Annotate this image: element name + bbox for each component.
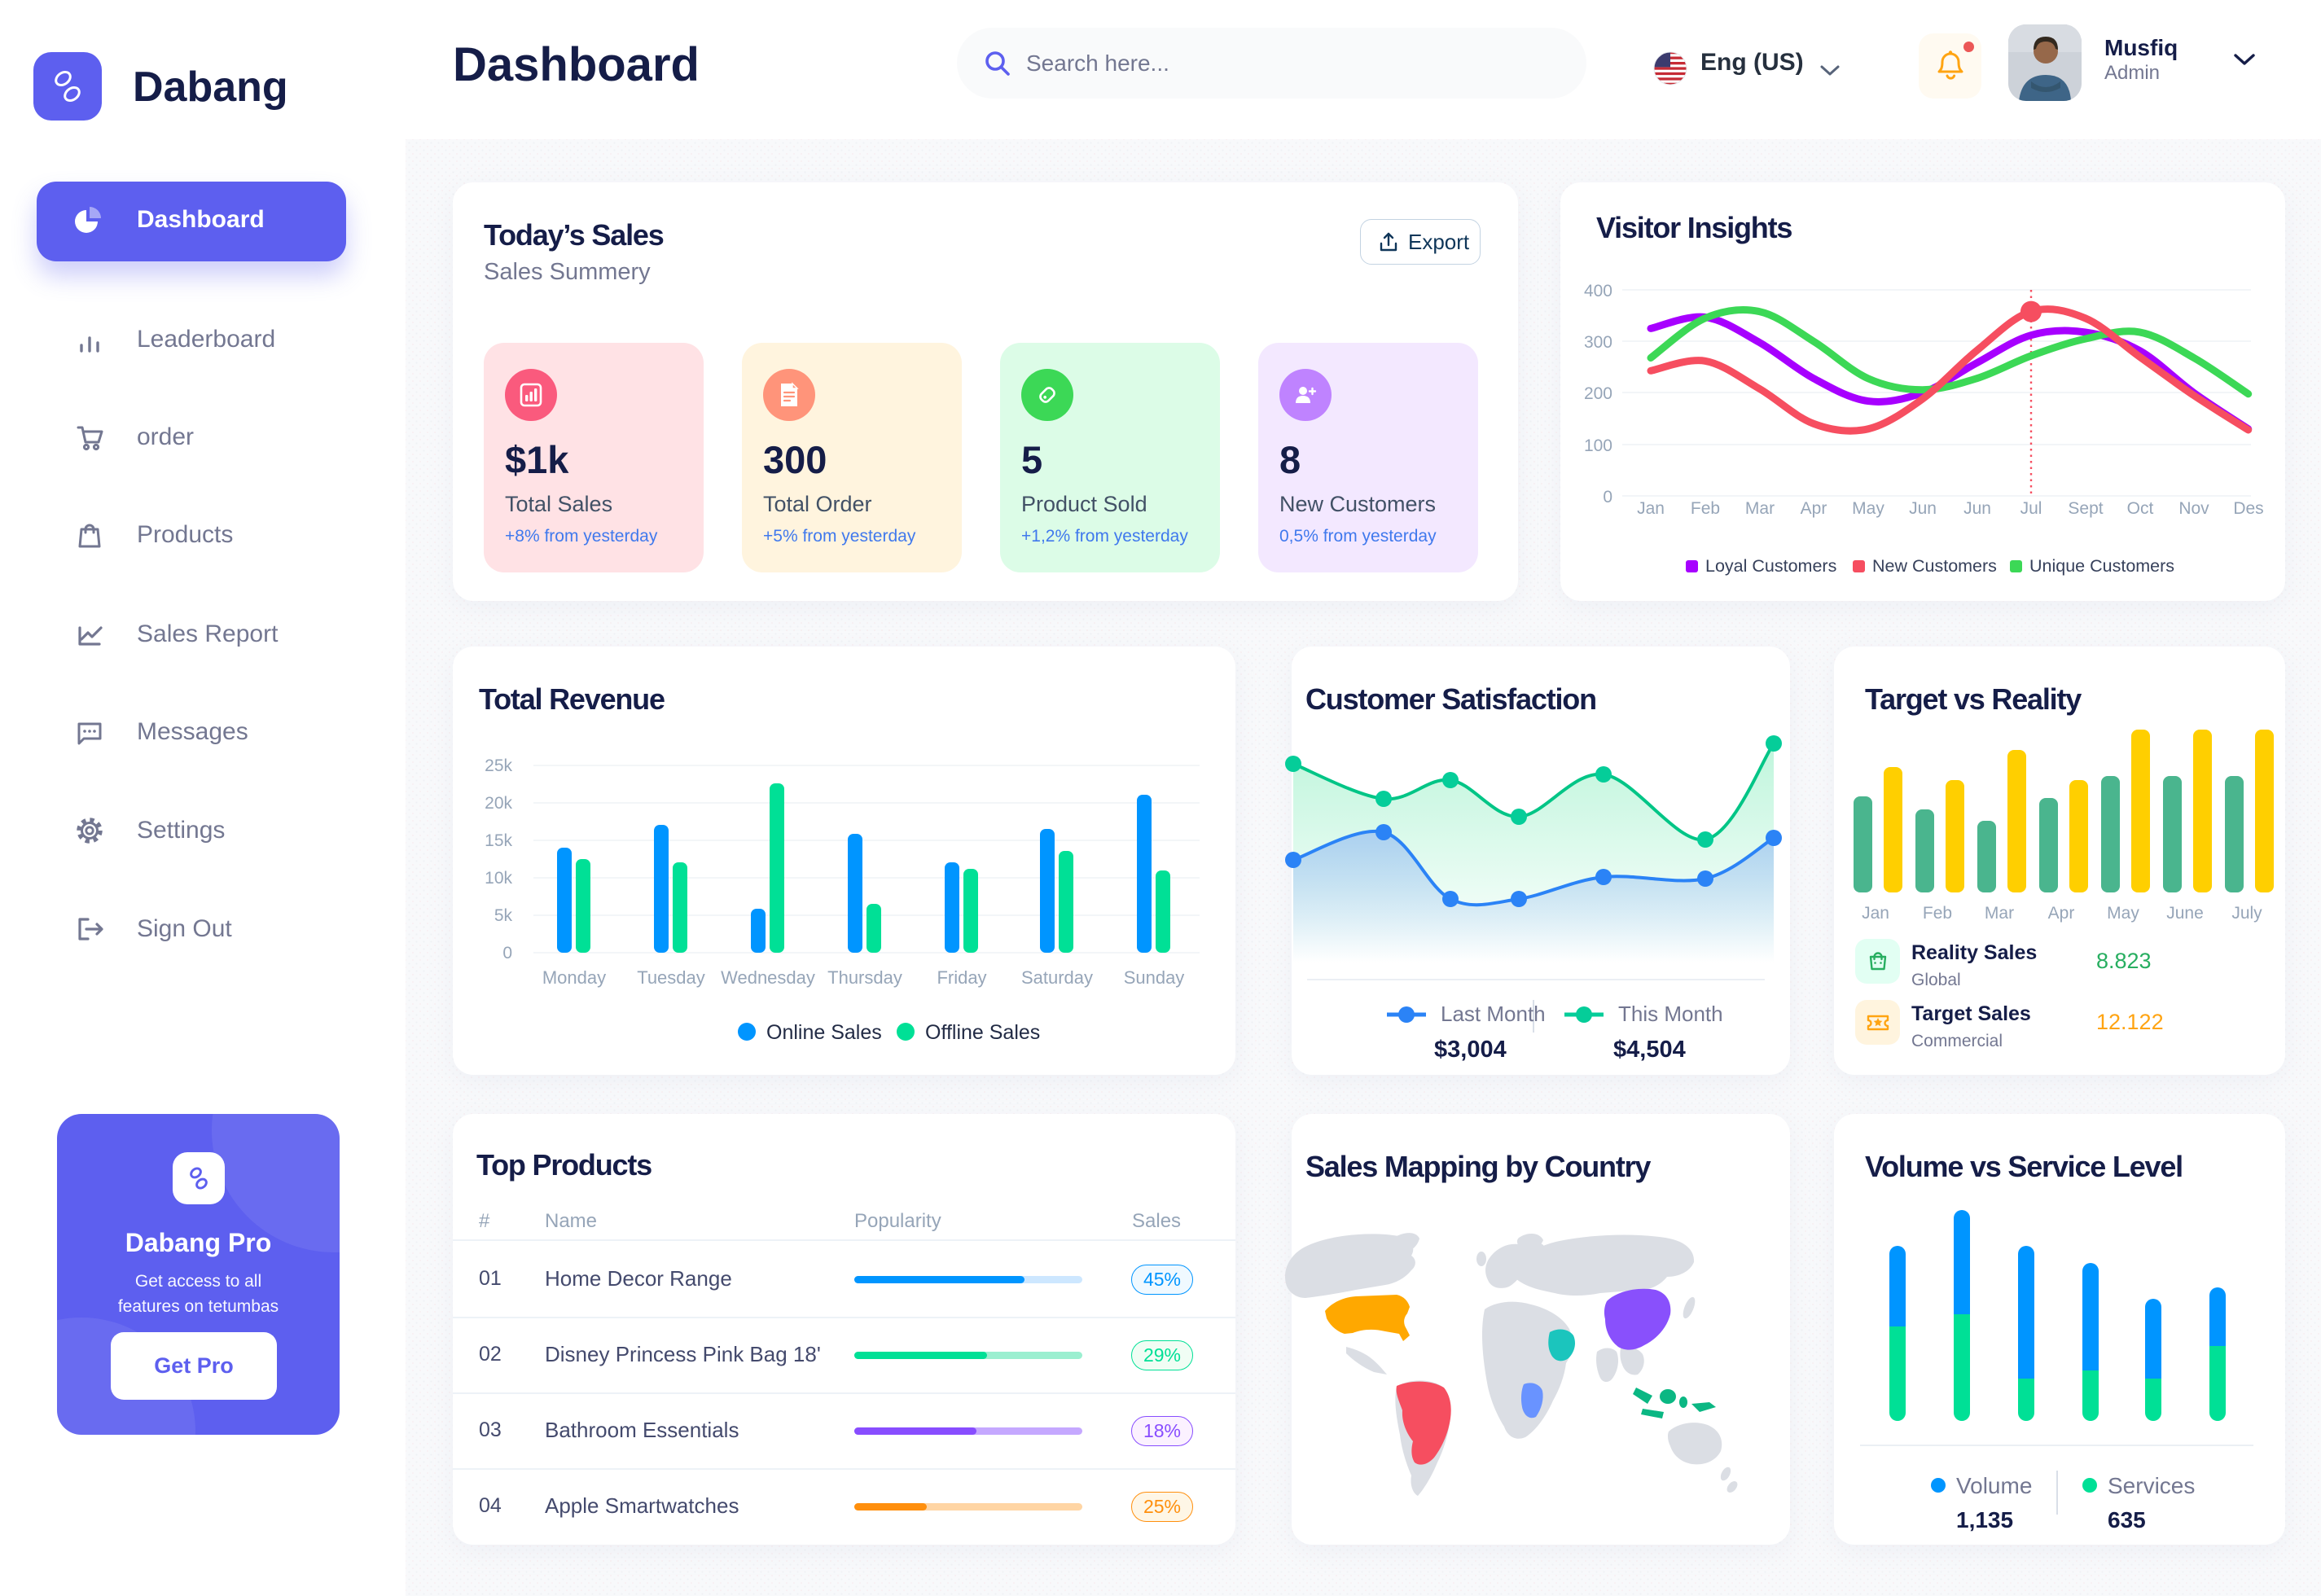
svg-text:10k: 10k [485,869,512,888]
svg-text:Feb: Feb [1923,904,1952,923]
svg-text:Volume: Volume [1956,1473,2032,1498]
svg-text:Jun: Jun [1909,499,1937,518]
svg-text:Last Month: Last Month [1441,1002,1546,1026]
svg-text:New Customers: New Customers [1872,556,1997,576]
svg-text:$3,004: $3,004 [1434,1037,1507,1063]
svg-text:Saturday: Saturday [1021,967,1093,988]
svg-text:Thursday: Thursday [827,967,902,988]
svg-text:Mar: Mar [1985,904,2014,923]
svg-text:400: 400 [1584,282,1612,300]
svg-text:Jan: Jan [1637,499,1665,518]
svg-text:200: 200 [1584,384,1612,403]
svg-text:Nov: Nov [2178,499,2209,518]
svg-text:Services: Services [2108,1473,2195,1498]
svg-text:May: May [1852,499,1884,518]
svg-text:25k: 25k [485,756,512,775]
svg-text:635: 635 [2108,1507,2146,1532]
svg-text:$4,504: $4,504 [1613,1037,1686,1063]
svg-text:May: May [2107,904,2139,923]
svg-text:July: July [2231,904,2262,923]
svg-text:Sept: Sept [2068,499,2103,518]
svg-text:Jan: Jan [1862,904,1889,923]
svg-text:June: June [2166,904,2204,923]
svg-text:100: 100 [1584,436,1612,455]
svg-text:5k: 5k [494,906,513,925]
svg-text:Tuesday: Tuesday [637,967,705,988]
svg-text:15k: 15k [485,831,512,850]
svg-text:Offline Sales: Offline Sales [925,1021,1040,1044]
svg-text:Jul: Jul [2020,499,2042,518]
svg-text:Apr: Apr [2048,904,2075,923]
svg-text:Mar: Mar [1745,499,1775,518]
svg-text:Oct: Oct [2127,499,2154,518]
svg-text:Feb: Feb [1691,499,1720,518]
svg-text:This Month: This Month [1618,1002,1723,1026]
svg-text:Sunday: Sunday [1124,967,1185,988]
svg-text:Des: Des [2233,499,2263,518]
svg-text:Wednesday: Wednesday [721,967,815,988]
svg-text:Monday: Monday [542,967,606,988]
svg-text:300: 300 [1584,333,1612,352]
svg-text:1,135: 1,135 [1956,1507,2013,1532]
svg-text:0: 0 [1603,488,1612,506]
svg-text:Apr: Apr [1801,499,1827,518]
svg-text:Jun: Jun [1963,499,1991,518]
svg-text:Unique Customers: Unique Customers [2029,556,2174,576]
svg-text:0: 0 [502,944,512,962]
svg-text:20k: 20k [485,794,512,813]
svg-text:Loyal Customers: Loyal Customers [1705,556,1836,576]
svg-text:Friday: Friday [937,967,986,988]
svg-text:Online Sales: Online Sales [766,1021,882,1044]
